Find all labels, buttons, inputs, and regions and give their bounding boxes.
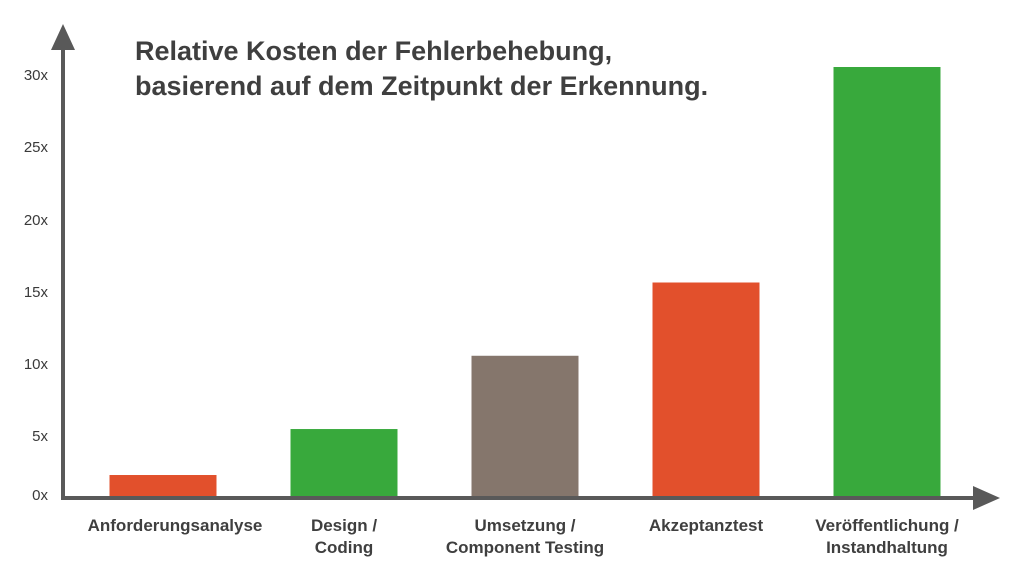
category-label: Akzeptanztest bbox=[649, 516, 764, 535]
y-tick-label: 10x bbox=[24, 356, 49, 373]
y-tick-label: 15x bbox=[24, 284, 49, 301]
category-label: Veröffentlichung / bbox=[815, 516, 959, 535]
category-label: Component Testing bbox=[446, 538, 604, 557]
x-axis-arrow-icon bbox=[973, 486, 1000, 510]
chart-title-line: Relative Kosten der Fehlerbehebung, bbox=[135, 36, 612, 66]
y-axis-arrow-icon bbox=[51, 24, 75, 50]
bar-2 bbox=[290, 429, 398, 498]
y-tick-label: 30x bbox=[24, 67, 49, 84]
x-axis-categories: Anforderungsanalyse Design / Coding Umsetzu… bbox=[88, 516, 959, 557]
category-label: Instandhaltung bbox=[826, 538, 948, 557]
y-tick-label: 20x bbox=[24, 212, 49, 229]
y-axis-ticks: 0x 5x 10x 15x 20x 25x 30x bbox=[24, 67, 49, 504]
axes bbox=[51, 24, 1000, 510]
bar-1 bbox=[109, 475, 217, 498]
bar-5 bbox=[833, 67, 941, 498]
y-tick-label: 0x bbox=[32, 487, 48, 504]
y-tick-label: 25x bbox=[24, 139, 49, 156]
category-label: Anforderungsanalyse bbox=[88, 516, 263, 535]
category-label: Umsetzung / bbox=[474, 516, 575, 535]
chart-title-line: basierend auf dem Zeitpunkt der Erkennun… bbox=[135, 71, 708, 101]
bar-4 bbox=[652, 282, 760, 498]
bar-3 bbox=[471, 355, 579, 498]
category-label: Design / bbox=[311, 516, 377, 535]
category-label: Coding bbox=[315, 538, 374, 557]
chart-title: Relative Kosten der Fehlerbehebung, basie… bbox=[135, 36, 708, 101]
y-tick-label: 5x bbox=[32, 428, 48, 445]
bars bbox=[109, 67, 941, 498]
